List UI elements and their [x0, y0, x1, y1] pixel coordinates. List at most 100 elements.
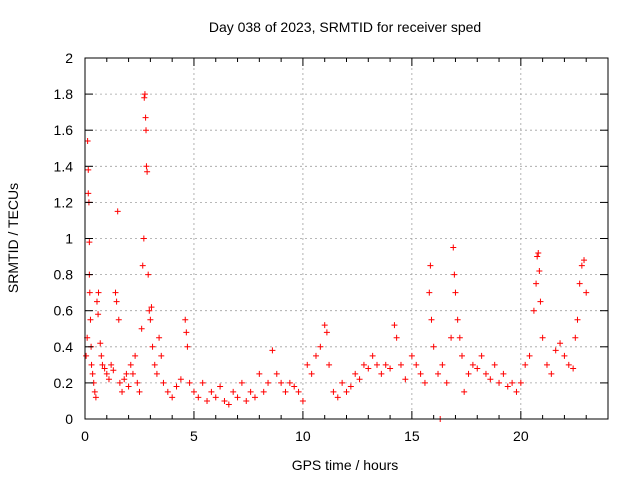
- data-point: [153, 370, 160, 377]
- data-point: [265, 379, 272, 386]
- data-point: [230, 388, 237, 395]
- data-point: [92, 394, 99, 401]
- data-point: [110, 367, 117, 374]
- data-point: [308, 370, 315, 377]
- data-point: [299, 397, 306, 404]
- data-point: [496, 379, 503, 386]
- data-point: [93, 298, 100, 305]
- data-point: [85, 166, 92, 173]
- data-point: [208, 388, 215, 395]
- y-tick-label: 1.8: [54, 86, 74, 102]
- data-point: [234, 394, 241, 401]
- data-point: [142, 114, 149, 121]
- data-point: [136, 388, 143, 395]
- data-point: [186, 379, 193, 386]
- data-point: [461, 388, 468, 395]
- data-point: [98, 352, 105, 359]
- data-point: [578, 262, 585, 269]
- data-point: [352, 370, 359, 377]
- data-point: [134, 379, 141, 386]
- data-point: [570, 365, 577, 372]
- chart-title: Day 038 of 2023, SRMTID for receiver spe…: [209, 19, 481, 35]
- grid-lines: [84, 58, 608, 419]
- data-point: [430, 343, 437, 350]
- data-point: [552, 347, 559, 354]
- data-point: [127, 361, 134, 368]
- data-point: [149, 343, 156, 350]
- data-point: [530, 307, 537, 314]
- data-point: [147, 316, 154, 323]
- data-point: [112, 289, 119, 296]
- y-tick-labels: 0 0.2 0.4 0.6 0.8 1 1.2 1.4 1.6 1.8 2: [54, 50, 74, 427]
- data-point: [469, 361, 476, 368]
- data-point: [537, 298, 544, 305]
- data-point: [212, 394, 219, 401]
- data-point: [536, 267, 543, 274]
- data-point: [397, 361, 404, 368]
- data-point: [83, 352, 90, 359]
- data-point: [576, 280, 583, 287]
- data-point: [251, 394, 258, 401]
- y-tick-label: 1.6: [54, 122, 74, 138]
- axis-ticks: [84, 57, 608, 420]
- x-tick-label: 15: [404, 428, 420, 444]
- x-tick-label: 20: [513, 428, 529, 444]
- y-axis-title: SRMTID / TECUs: [5, 183, 21, 293]
- data-point: [561, 352, 568, 359]
- data-point: [369, 352, 376, 359]
- data-point: [482, 370, 489, 377]
- data-point: [132, 352, 139, 359]
- data-point: [151, 361, 158, 368]
- data-point: [105, 376, 112, 383]
- data-point: [85, 190, 92, 197]
- data-point: [156, 334, 163, 341]
- data-point: [317, 343, 324, 350]
- data-point: [426, 289, 433, 296]
- data-point: [144, 168, 151, 175]
- data-point: [295, 388, 302, 395]
- data-point: [378, 370, 385, 377]
- x-tick-label: 10: [295, 428, 311, 444]
- data-point: [119, 388, 126, 395]
- data-point: [454, 316, 461, 323]
- y-tick-label: 0.4: [54, 339, 74, 355]
- data-point: [86, 239, 93, 246]
- data-point: [278, 379, 285, 386]
- data-point: [583, 289, 590, 296]
- data-points: [83, 91, 590, 422]
- data-point: [456, 334, 463, 341]
- y-tick-label: 0.8: [54, 267, 74, 283]
- data-point: [487, 376, 494, 383]
- data-point: [125, 383, 132, 390]
- data-point: [184, 343, 191, 350]
- data-point: [443, 379, 450, 386]
- data-point: [95, 311, 102, 318]
- data-point: [526, 352, 533, 359]
- data-point: [269, 347, 276, 354]
- data-point: [86, 289, 93, 296]
- data-point: [158, 352, 165, 359]
- data-point: [129, 370, 136, 377]
- data-point: [291, 383, 298, 390]
- data-point: [121, 376, 128, 383]
- data-point: [221, 397, 228, 404]
- data-point: [533, 280, 540, 287]
- data-point: [101, 365, 108, 372]
- data-point: [343, 388, 350, 395]
- y-tick-label: 0.6: [54, 303, 74, 319]
- data-point: [113, 298, 120, 305]
- data-point: [534, 253, 541, 260]
- data-point: [413, 361, 420, 368]
- data-point: [334, 394, 341, 401]
- data-point: [286, 379, 293, 386]
- y-tick-label: 2: [65, 50, 73, 66]
- data-point: [517, 379, 524, 386]
- data-point: [146, 307, 153, 314]
- data-point: [504, 383, 511, 390]
- data-point: [535, 249, 542, 256]
- data-point: [88, 361, 95, 368]
- data-point: [243, 397, 250, 404]
- data-point: [87, 316, 94, 323]
- data-point: [141, 91, 148, 98]
- data-point: [182, 316, 189, 323]
